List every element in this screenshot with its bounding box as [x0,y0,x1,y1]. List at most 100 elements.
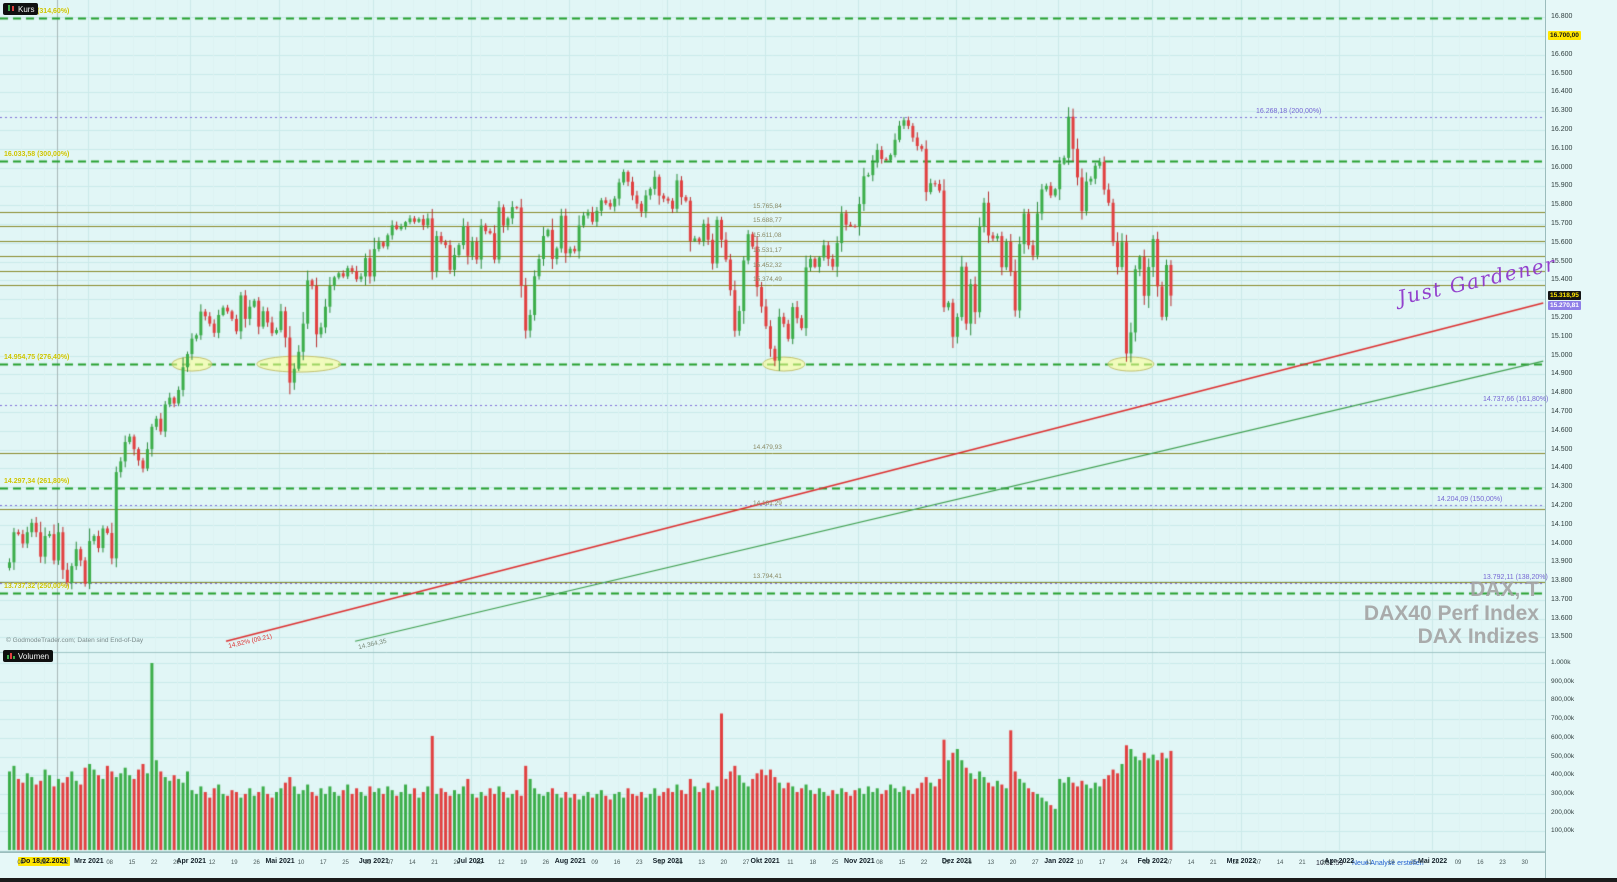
day-tick-label: 16 [1476,860,1484,866]
day-tick-label: 22 [920,860,928,866]
day-tick-label: 25 [1410,860,1417,866]
month-label: Apr 2022 [1324,858,1355,865]
price-tick-label: 15.100 [1551,332,1573,340]
day-tick-label: 15 [39,860,47,866]
day-tick-label: 27 [742,860,750,866]
month-label: Sep 2021 [652,858,683,865]
day-tick-label: 26 [253,860,260,866]
month-label: Aug 2021 [554,858,586,865]
price-tick-label: 16.800 [1551,13,1573,21]
month-label: Jan 2022 [1044,858,1074,865]
day-tick-label: 25 [342,860,349,866]
new-analysis-link[interactable]: Neue Analyse erstellen [1352,860,1424,867]
day-tick-label: 10 [297,860,305,866]
day-tick-label: 20 [1009,860,1017,866]
price-tick-label: 15.700 [1551,220,1573,227]
volume-tick-label: 900,00k [1551,677,1575,685]
day-tick-label: 05 [475,860,483,866]
day-tick-label: 18 [809,860,817,866]
day-tick-label: 14 [1276,860,1284,866]
day-tick-label: 13 [698,860,705,866]
volume-tick-label: 500,00k [1551,752,1575,760]
price-tick-label: 16.000 [1551,163,1573,171]
price-series-label: Kurs [18,4,35,14]
day-tick-label: 24 [1120,860,1128,866]
price-tick-label: 16.500 [1551,69,1573,77]
window-bottom-edge [0,878,1617,882]
clock-label: 10:51:59 [1316,860,1344,867]
day-tick-label: 19 [230,860,238,866]
price-tick-label: 16.600 [1551,50,1573,58]
month-label: Okt 2021 [750,858,780,865]
price-tick-label: 13.600 [1551,614,1573,622]
day-tick-label: 13 [987,860,995,866]
price-tick-label: 14.200 [1551,501,1573,509]
day-tick-label: 21 [431,860,438,866]
day-tick-label: 19 [520,860,527,866]
price-tick-label: 16.200 [1551,126,1573,134]
day-tick-label: 22 [150,860,158,866]
day-tick-label: 30 [658,860,665,866]
month-label: Jul 2021 [456,858,485,865]
price-tick-label: 15.200 [1551,313,1573,321]
volume-bars-icon [7,651,15,661]
day-tick-label: 29 [173,860,180,866]
day-tick-label: 15 [898,860,906,866]
day-tick-label: 23 [1499,860,1506,866]
price-tick-label: 14.900 [1551,370,1573,378]
day-tick-label: 14 [1187,860,1195,866]
day-tick-label: 31 [1143,860,1150,866]
day-tick-label: 28 [1232,860,1239,866]
day-tick-label: 12 [497,860,505,866]
day-tick-label: 10 [1076,860,1084,866]
month-label: Mai 2021 [265,858,295,865]
day-tick-label: 07 [386,860,394,866]
volume-tick-label: 1.000k [1551,659,1571,666]
day-tick-label: 08 [106,860,114,866]
month-label: Feb 2022 [1137,858,1168,865]
axis-badge: 15.270,81 [1548,301,1581,311]
day-tick-label: 22 [61,860,69,866]
month-label: Mrz 2022 [1226,858,1257,865]
axis-badge: 15.318,95 [1548,290,1581,300]
day-tick-label: 21 [1298,860,1306,866]
day-tick-label: 20 [720,860,728,866]
volume-tick-label: 100,00k [1551,827,1575,835]
price-tick-label: 15.500 [1551,257,1573,265]
day-tick-label: 28 [1321,860,1328,866]
volume-series-chip[interactable]: Volumen [3,650,54,662]
volume-tick-label: 600,00k [1551,733,1575,741]
price-tick-label: 14.000 [1551,539,1573,547]
day-tick-label: 16 [613,860,621,866]
price-volume-chart-canvas[interactable] [0,0,1545,852]
month-label: Mai 2022 [1418,858,1448,865]
price-tick-label: 13.800 [1551,577,1573,585]
time-axis[interactable]: Do 18.02.2021 10:51:59 Neue Analyse erst… [0,852,1545,879]
day-tick-label: 17 [319,860,327,866]
volume-tick-label: 400,00k [1551,771,1575,779]
axis-badge: 16.700,00 [1548,31,1581,41]
price-tick-label: 13.700 [1551,595,1573,603]
price-tick-label: 15.400 [1551,276,1573,284]
day-tick-label: 31 [364,860,372,866]
price-tick-label: 14.600 [1551,426,1573,434]
price-tick-label: 15.600 [1551,238,1573,246]
month-label: Nov 2021 [843,858,875,865]
day-tick-label: 17 [1098,860,1106,866]
price-tick-label: 15.000 [1551,351,1573,359]
price-axis[interactable]: 13.500 13.600 13.700 13.800 13.900 14.000 14.1… [1545,0,1617,882]
volume-tick-label: 200,00k [1551,808,1575,816]
day-tick-label: 15 [128,860,136,866]
copyright-note: © GodmodeTrader.com; Daten sind End-of-D… [6,637,144,644]
day-tick-label: 06 [965,860,972,866]
price-series-chip[interactable]: Kurs [3,3,39,15]
day-tick-label: 11 [1365,860,1372,866]
day-tick-label: 07 [1165,860,1173,866]
watermark-category: DAX Indizes [1417,625,1539,649]
day-tick-label: 08 [876,860,883,866]
watermark-instrument: DAX, T DAX40 Perf Index DAX Indizes [1364,578,1539,649]
month-label: Jun 2021 [358,858,389,865]
price-tick-label: 16.100 [1551,144,1573,152]
day-tick-label: 25 [831,860,839,866]
